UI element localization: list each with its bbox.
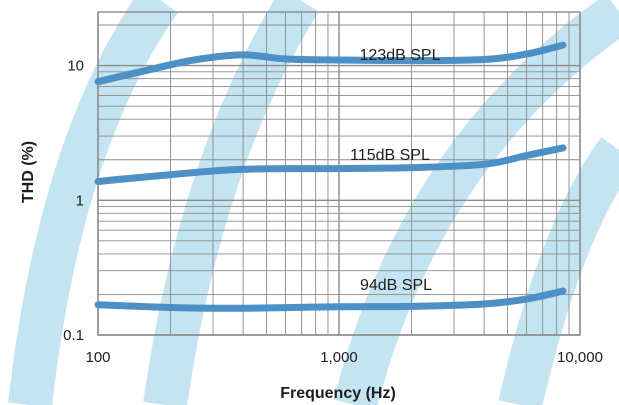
series-line-115db-spl: [94, 144, 567, 185]
series-line-123db-spl: [94, 41, 567, 86]
plot-border: [97, 11, 581, 336]
x-axis-title: Frequency (Hz): [280, 385, 396, 402]
series-lines: [94, 41, 567, 312]
series-line-94db-spl: [94, 287, 567, 312]
y-tick-label: 10: [67, 58, 84, 75]
background-band: [498, 136, 619, 405]
y-axis-title: THD (%): [20, 141, 37, 203]
x-tick-label: 100: [85, 349, 110, 366]
background-band: [8, 0, 178, 405]
series-label-115db-spl: 115dB SPL: [350, 147, 430, 164]
series-label-123db-spl: 123dB SPL: [360, 47, 441, 64]
y-tick-label: 1: [76, 192, 84, 209]
tick-labels: 100 1,000 10,000 0.1 1 10: [63, 58, 603, 366]
background-band: [143, 0, 319, 405]
y-tick-label: 0.1: [63, 327, 84, 344]
series-label-94db-spl: 94dB SPL: [360, 277, 432, 294]
x-tick-label: 10,000: [557, 349, 603, 366]
series-labels: 123dB SPL 115dB SPL 94dB SPL: [350, 47, 440, 294]
x-tick-label: 1,000: [320, 349, 358, 366]
